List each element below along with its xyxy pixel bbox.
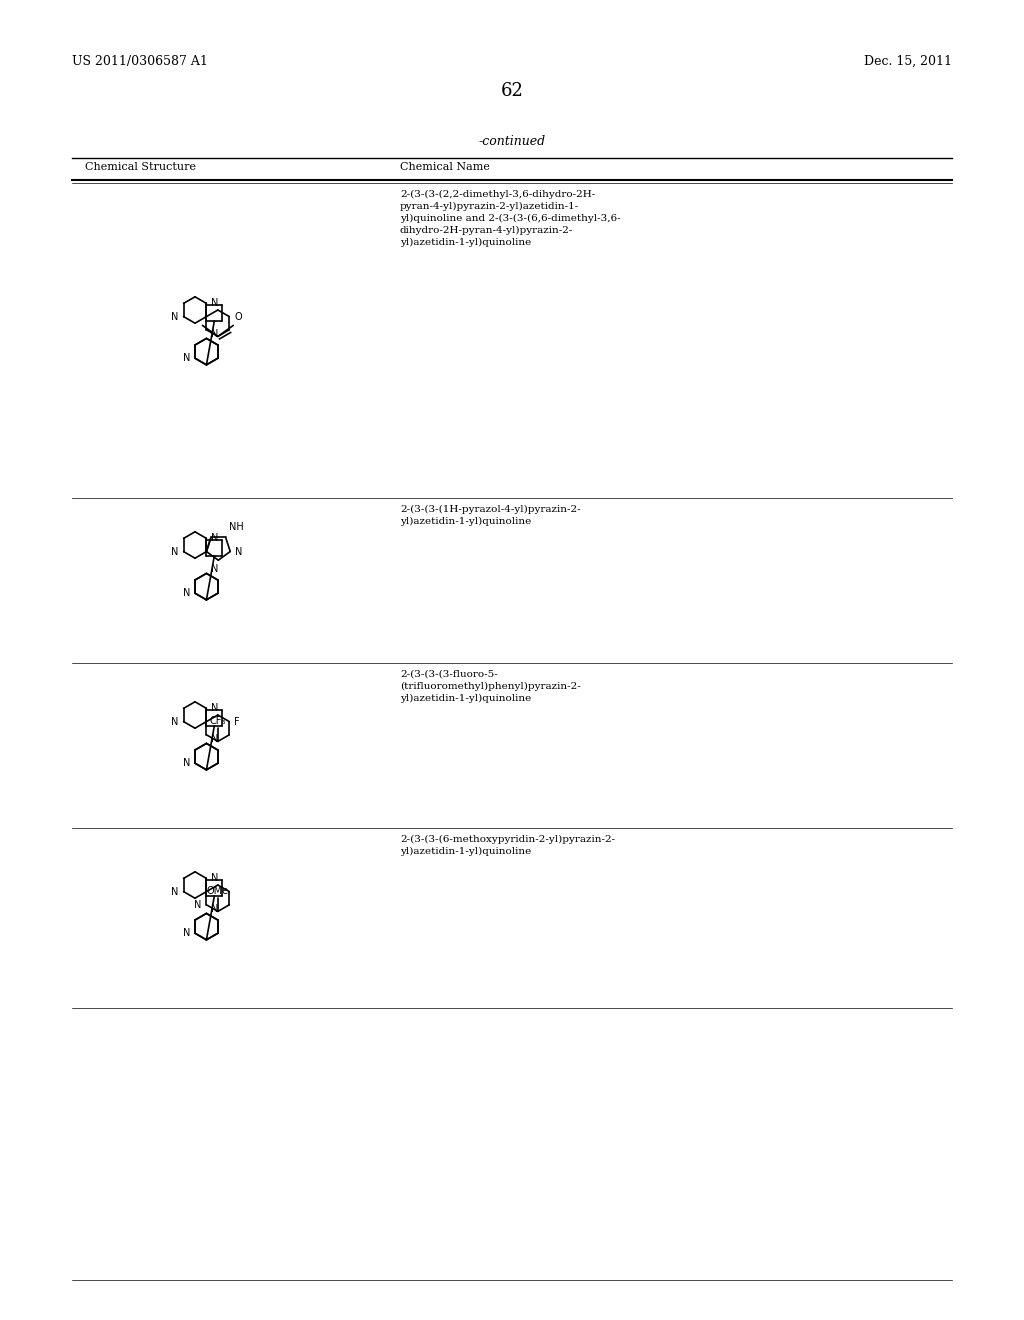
Text: N: N (211, 704, 219, 713)
Text: N: N (182, 354, 190, 363)
Text: 2-(3-(3-(2,2-dimethyl-3,6-dihydro-2H-
pyran-4-yl)pyrazin-2-yl)azetidin-1-
yl)qui: 2-(3-(3-(2,2-dimethyl-3,6-dihydro-2H- py… (400, 190, 621, 247)
Text: N: N (211, 904, 218, 913)
Text: 2-(3-(3-(1H-pyrazol-4-yl)pyrazin-2-
yl)azetidin-1-yl)quinoline: 2-(3-(3-(1H-pyrazol-4-yl)pyrazin-2- yl)a… (400, 506, 581, 527)
Text: NH: NH (228, 523, 244, 532)
Text: Chemical Name: Chemical Name (400, 162, 489, 172)
Text: 2-(3-(3-(6-methoxypyridin-2-yl)pyrazin-2-
yl)azetidin-1-yl)quinoline: 2-(3-(3-(6-methoxypyridin-2-yl)pyrazin-2… (400, 836, 615, 857)
Text: Dec. 15, 2011: Dec. 15, 2011 (864, 55, 952, 69)
Text: N: N (211, 734, 218, 744)
Text: N: N (171, 717, 178, 726)
Text: OMe: OMe (207, 886, 229, 896)
Text: Chemical Structure: Chemical Structure (85, 162, 196, 172)
Text: N: N (182, 758, 190, 768)
Text: 2-(3-(3-(3-fluoro-5-
(trifluoromethyl)phenyl)pyrazin-2-
yl)azetidin-1-yl)quinoli: 2-(3-(3-(3-fluoro-5- (trifluoromethyl)ph… (400, 671, 581, 704)
Text: N: N (195, 900, 202, 909)
Text: N: N (211, 329, 218, 339)
Text: CF₃: CF₃ (210, 715, 226, 726)
Text: N: N (211, 874, 219, 883)
Text: N: N (211, 533, 219, 544)
Text: N: N (236, 546, 243, 557)
Text: N: N (171, 546, 178, 557)
Text: N: N (182, 928, 190, 939)
Text: -continued: -continued (478, 135, 546, 148)
Text: N: N (171, 887, 178, 896)
Text: N: N (211, 298, 219, 309)
Text: N: N (171, 312, 178, 322)
Text: N: N (182, 589, 190, 598)
Text: O: O (234, 312, 242, 322)
Text: F: F (234, 717, 240, 726)
Text: 62: 62 (501, 82, 523, 100)
Text: US 2011/0306587 A1: US 2011/0306587 A1 (72, 55, 208, 69)
Text: N: N (211, 564, 218, 574)
